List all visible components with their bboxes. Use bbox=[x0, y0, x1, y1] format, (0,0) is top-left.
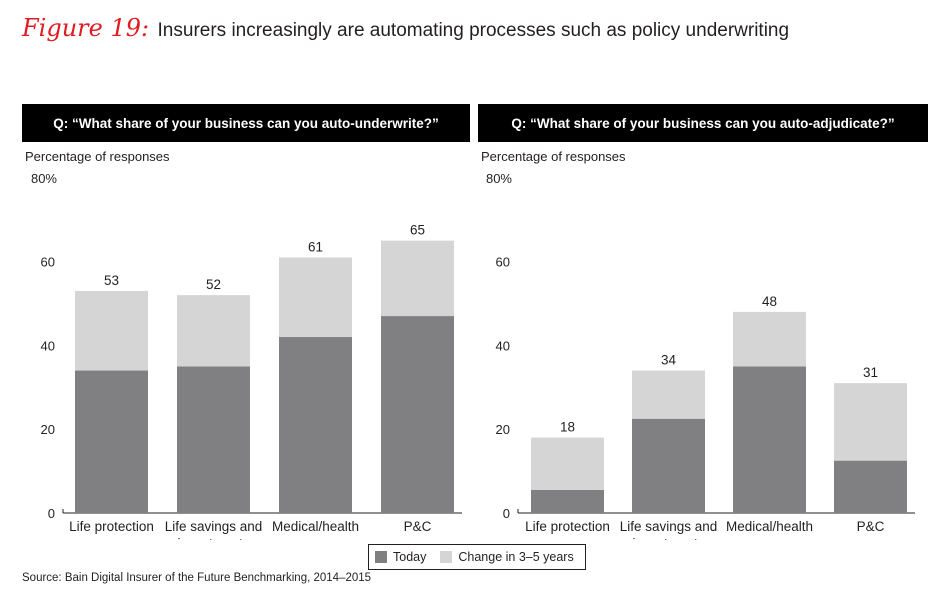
right-bar-change-0 bbox=[531, 437, 604, 490]
left-bar-change-1 bbox=[177, 295, 250, 367]
right-x-tick-3: P&C bbox=[857, 519, 885, 534]
figure-label: Figure 19: bbox=[22, 14, 150, 42]
left-bar-today-0 bbox=[75, 370, 148, 513]
right-bar-change-1 bbox=[632, 370, 705, 419]
right-bar-change-2 bbox=[733, 311, 806, 367]
figure-title: Figure 19: Insurers increasingly are aut… bbox=[22, 14, 789, 42]
right-bar-today-3 bbox=[834, 460, 907, 513]
left-bar-change-3 bbox=[381, 240, 454, 317]
right-data-label-1: 34 bbox=[661, 353, 677, 368]
legend-swatch-today bbox=[375, 551, 387, 563]
legend-item-change: Change in 3–5 years bbox=[440, 550, 574, 564]
left-bar-today-1 bbox=[177, 366, 250, 513]
right-data-label-2: 48 bbox=[762, 294, 777, 309]
left-bar-change-2 bbox=[279, 257, 352, 338]
right-y-tick-3: 60 bbox=[496, 255, 510, 270]
left-x-tick-1-line1: investments bbox=[177, 536, 249, 540]
right-bar-change-3 bbox=[834, 383, 907, 461]
left-y-tick-1: 20 bbox=[41, 422, 55, 437]
right-bar-today-0 bbox=[531, 489, 604, 513]
left-y-tick-2: 40 bbox=[41, 338, 55, 353]
left-y-tick-0: 0 bbox=[48, 506, 55, 521]
legend: Today Change in 3–5 years bbox=[368, 544, 586, 570]
right-x-tick-1-line1: investments bbox=[632, 536, 704, 540]
legend-swatch-change bbox=[440, 551, 453, 563]
legend-label-today: Today bbox=[393, 550, 427, 564]
left-y-tick-3: 60 bbox=[41, 255, 55, 270]
left-x-tick-2: Medical/health bbox=[272, 519, 359, 534]
legend-item-today: Today bbox=[375, 550, 426, 564]
left-data-label-0: 53 bbox=[104, 273, 119, 288]
right-x-tick-0: Life protection bbox=[525, 519, 610, 534]
left-data-label-2: 61 bbox=[308, 239, 323, 254]
left-x-tick-3: P&C bbox=[404, 519, 432, 534]
left-bar-today-2 bbox=[279, 337, 352, 513]
left-bar-change-0 bbox=[75, 290, 148, 371]
figure-title-text: Insurers increasingly are automating pro… bbox=[157, 20, 790, 41]
right-data-label-3: 31 bbox=[863, 365, 878, 380]
right-y-tick-0: 0 bbox=[503, 506, 510, 521]
charts-canvas: Percentage of responses 0 20 40 60 80% 53 Life … bbox=[25, 149, 915, 540]
right-y-axis-label: Percentage of responses bbox=[481, 149, 626, 164]
right-y-tick-4: 80% bbox=[486, 171, 512, 186]
source-note: Source: Bain Digital Insurer of the Futu… bbox=[22, 572, 372, 584]
left-data-label-3: 65 bbox=[410, 223, 425, 238]
left-bar-today-3 bbox=[381, 316, 454, 513]
right-chart-question: Q: “What share of your business can you … bbox=[478, 104, 928, 142]
left-data-label-1: 52 bbox=[206, 277, 221, 292]
left-y-tick-4: 80% bbox=[31, 171, 57, 186]
right-y-tick-1: 20 bbox=[496, 422, 510, 437]
left-x-tick-0: Life protection bbox=[69, 519, 154, 534]
left-x-tick-1: Life savings and bbox=[165, 519, 263, 534]
right-x-tick-2: Medical/health bbox=[726, 519, 813, 534]
right-x-tick-1: Life savings and bbox=[620, 519, 718, 534]
right-bar-today-1 bbox=[632, 418, 705, 513]
legend-label-change: Change in 3–5 years bbox=[458, 550, 574, 564]
right-data-label-0: 18 bbox=[560, 420, 575, 435]
right-y-tick-2: 40 bbox=[496, 338, 510, 353]
right-bar-today-2 bbox=[733, 366, 806, 513]
left-chart-question: Q: “What share of your business can you … bbox=[22, 104, 470, 142]
left-y-axis-label: Percentage of responses bbox=[25, 149, 170, 164]
